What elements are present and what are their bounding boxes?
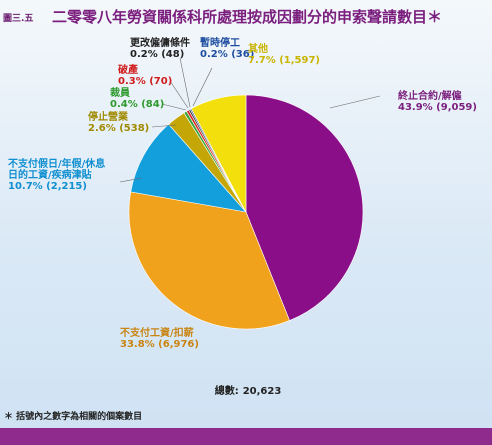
leader-line [161,103,187,111]
total-value: 20,623 [242,386,282,397]
pie-slice [190,94,247,213]
total-label: 總數: [214,386,239,397]
footnote: ＊ 括號內之數字為相關的個案數目 [4,412,143,422]
pie-slice [130,123,247,213]
slice-label: 更改僱傭條件 0.2% (48) [130,36,190,60]
slice-label: 破產 0.3% (70) [118,63,172,87]
leader-line [169,80,189,109]
figure-label: 圖三.五 [3,14,34,24]
pie-slice [245,94,364,321]
leader-line [151,124,177,128]
leader-line [179,57,191,108]
leader-line [192,67,213,107]
chart-title: 二零零八年勞資關係科所處理按成因劃分的申索聲請數目＊ [52,8,443,26]
slice-label: 終止合約/解僱 43.9% (9,059) [398,89,477,113]
pie-slice [128,191,290,330]
leader-line [119,177,143,183]
bottom-bar [0,428,492,445]
slice-label: 裁員 0.4% (84) [110,86,164,110]
slice-label: 其他 7.7% (1,597) [248,42,320,66]
leader-line [329,95,381,109]
total-row: 總數: 20,623 [0,382,492,397]
slice-label: 暫時停工 0.2% (36) [200,36,254,60]
slice-label: 不支付工資/扣薪 33.8% (6,976) [120,326,199,350]
slice-label: 不支付假日/年假/休息日的工資/疾病津貼 10.7% (2,215) [8,157,105,192]
slice-label: 停止營業 2.6% (538) [88,110,149,134]
